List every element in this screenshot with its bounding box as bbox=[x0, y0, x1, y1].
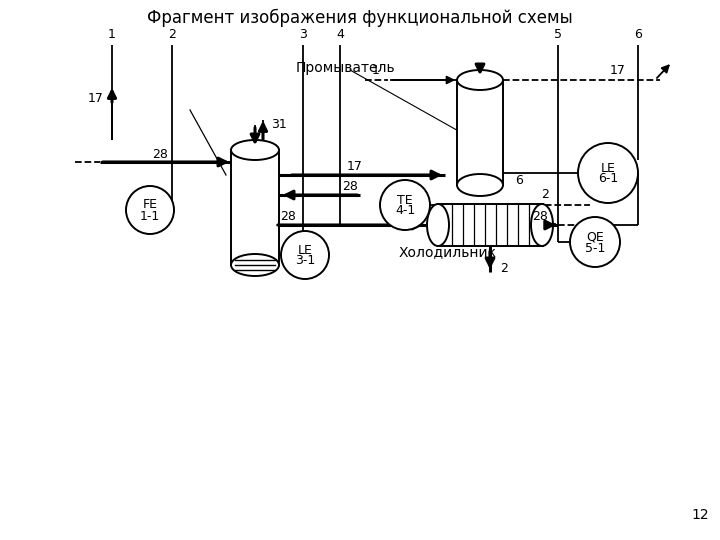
Text: 17: 17 bbox=[610, 64, 626, 77]
Text: 6: 6 bbox=[515, 173, 523, 186]
Text: 1-1: 1-1 bbox=[140, 210, 160, 222]
Text: 5-1: 5-1 bbox=[585, 241, 606, 254]
Circle shape bbox=[578, 143, 638, 203]
Ellipse shape bbox=[457, 70, 503, 90]
Text: 4-1: 4-1 bbox=[395, 205, 415, 218]
Text: 4: 4 bbox=[336, 29, 344, 42]
Text: TE: TE bbox=[397, 193, 413, 206]
Text: Фрагмент изображения функциональной схемы: Фрагмент изображения функциональной схем… bbox=[147, 9, 573, 27]
Ellipse shape bbox=[231, 140, 279, 160]
Text: 2: 2 bbox=[500, 261, 508, 274]
Text: 1: 1 bbox=[108, 29, 116, 42]
Text: 2: 2 bbox=[168, 29, 176, 42]
Text: QE: QE bbox=[586, 231, 604, 244]
Circle shape bbox=[570, 217, 620, 267]
Circle shape bbox=[380, 180, 430, 230]
Text: 12: 12 bbox=[691, 508, 708, 522]
Text: 17: 17 bbox=[347, 160, 363, 173]
Text: 6-1: 6-1 bbox=[598, 172, 618, 186]
Text: 1: 1 bbox=[372, 64, 380, 77]
Text: Промыватель: Промыватель bbox=[295, 61, 395, 75]
Text: 28: 28 bbox=[342, 180, 358, 193]
Ellipse shape bbox=[427, 204, 449, 246]
Ellipse shape bbox=[457, 174, 503, 196]
Circle shape bbox=[126, 186, 174, 234]
Text: LE: LE bbox=[600, 161, 616, 174]
Text: 3: 3 bbox=[299, 29, 307, 42]
Ellipse shape bbox=[231, 254, 279, 276]
Text: 6: 6 bbox=[634, 29, 642, 42]
Text: 31: 31 bbox=[271, 118, 287, 131]
Bar bbox=[438, 204, 543, 246]
Text: 3-1: 3-1 bbox=[295, 254, 315, 267]
Text: FE: FE bbox=[143, 199, 158, 212]
Text: 28: 28 bbox=[152, 147, 168, 160]
Text: Холодильник: Холодильник bbox=[399, 245, 497, 259]
Text: 2: 2 bbox=[541, 188, 549, 201]
Circle shape bbox=[281, 231, 329, 279]
Text: 28: 28 bbox=[280, 211, 296, 224]
Bar bbox=[457, 80, 503, 185]
Text: LE: LE bbox=[297, 244, 312, 256]
Text: 5: 5 bbox=[554, 29, 562, 42]
Text: 28: 28 bbox=[532, 211, 548, 224]
Bar bbox=[231, 150, 279, 265]
Ellipse shape bbox=[531, 204, 553, 246]
Text: 17: 17 bbox=[88, 91, 104, 105]
